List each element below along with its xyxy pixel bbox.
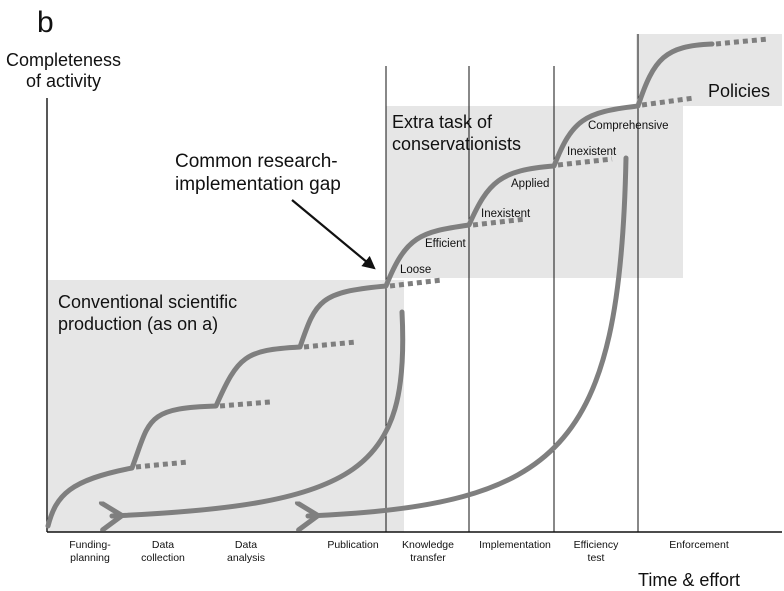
step-label-inexistent-1: Inexistent	[481, 208, 531, 220]
stage-label-efficiency-test: Efficiency test	[574, 539, 619, 564]
stage-label-line: Enforcement	[669, 539, 729, 551]
stage-label-enforcement: Enforcement	[669, 539, 729, 552]
step-label-efficient: Efficient	[425, 238, 466, 250]
policies-label: Policies	[708, 81, 771, 101]
stage-label-line: Publication	[327, 539, 379, 551]
extra-task-label-line: Extra task of	[392, 112, 493, 132]
gap-pointer-arrow	[291, 199, 376, 270]
dotted-continuations	[135, 36, 769, 470]
step-label-applied: Applied	[511, 178, 550, 190]
stage-label-implementation: Implementation	[479, 539, 551, 552]
conventional-region	[48, 280, 404, 532]
extra-task-label: Extra task of conservationists	[392, 112, 521, 155]
stage-label-line: Implementation	[479, 539, 551, 551]
step-label-inexistent-2: Inexistent	[567, 146, 617, 158]
dotted-continuation	[557, 156, 613, 168]
feedback-arrow-efficiency	[308, 155, 629, 516]
feedback-arrow-publication	[112, 309, 406, 516]
y-axis-label-line: Completeness	[6, 50, 122, 70]
y-axis-label-line: of activity	[26, 70, 102, 91]
completeness-curve	[45, 41, 715, 529]
step-label-loose: Loose	[400, 264, 432, 276]
stage-label-line: Data	[151, 539, 175, 551]
stage-label-line: Funding-	[69, 539, 111, 551]
stage-label-line: planning	[70, 551, 110, 564]
gap-callout-line: implementation gap	[175, 173, 341, 195]
step-label-comprehensive: Comprehensive	[588, 120, 669, 132]
stage-label-line: collection	[141, 551, 185, 564]
stage-label-line: analysis	[227, 551, 265, 564]
stage-label-line: test	[587, 551, 605, 564]
conventional-region-label-line: production (as on a)	[58, 313, 219, 334]
extra-task-label-line: conservationists	[392, 133, 522, 154]
panel-letter: b	[37, 6, 54, 39]
y-axis-label: Completeness of activity	[6, 50, 121, 91]
x-axis-label: Time & effort	[638, 570, 741, 590]
stage-label-data-collection: Data collection	[141, 539, 185, 564]
gap-callout-line: Common research-	[175, 151, 338, 172]
stage-label-line: Data	[234, 539, 258, 551]
stage-label-funding-planning: Funding- planning	[69, 539, 110, 564]
extra-task-region	[386, 106, 683, 278]
stage-label-knowledge-transfer: Knowledge transfer	[402, 539, 454, 564]
stage-label-line: transfer	[410, 551, 446, 564]
stage-label-line: Knowledge	[402, 539, 454, 551]
stage-label-data-analysis: Data analysis	[227, 539, 265, 564]
stage-label-publication: Publication	[327, 539, 378, 552]
conventional-region-label: Conventional scientific production (as o…	[58, 292, 237, 335]
gap-callout: Common research- implementation gap	[175, 151, 341, 197]
stage-label-line: Efficiency	[573, 539, 619, 551]
conventional-region-label-line: Conventional scientific	[58, 292, 238, 312]
